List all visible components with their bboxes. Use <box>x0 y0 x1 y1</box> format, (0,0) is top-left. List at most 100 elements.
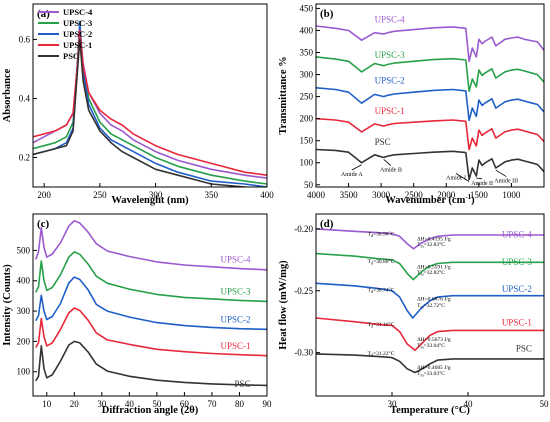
plot-frame <box>315 3 545 188</box>
x-tick-label: 400 <box>260 190 274 200</box>
series-line-upsc-2 <box>316 87 544 122</box>
series-label-upsc-4: UPSC-4 <box>375 15 406 25</box>
series-line-upsc-1 <box>33 29 267 176</box>
x-tick-label: 1000 <box>502 190 521 200</box>
x-tick-label: 80 <box>235 399 245 409</box>
y-tick-label: 0.2 <box>19 152 30 162</box>
x-tick-label: 20 <box>70 399 80 409</box>
y-tick-label: 200 <box>17 336 31 346</box>
x-tick-label: 60 <box>180 399 190 409</box>
y-tick-label: 400 <box>17 276 31 286</box>
legend-label-psc: PSC <box>63 51 79 61</box>
x-tick-label: 3000 <box>372 190 391 200</box>
y-tick-label: 450 <box>300 3 314 13</box>
enthalpy-annotation: ΔH=0.5591 J/g <box>417 264 451 270</box>
x-tick-label: 3500 <box>340 190 359 200</box>
x-axis-label: Temperature (°C) <box>390 405 470 416</box>
plot-frame <box>32 3 268 188</box>
x-tick-label: 30 <box>388 399 398 409</box>
y-tick-label: -0.25 <box>294 286 313 296</box>
panel-d: 30 40 50 -0.20 -0.25 -0.30 Temperature (°C) Hea… <box>278 213 550 416</box>
series-line-upsc-4 <box>35 219 267 271</box>
x-tick-label: 50 <box>152 399 162 409</box>
series-group <box>316 25 544 181</box>
tm-annotation: Tm=32.83°C <box>417 241 445 249</box>
enthalpy-annotation: ΔH=0.4685 J/g <box>417 365 451 371</box>
annotation-label: Amide III <box>494 179 518 185</box>
enthalpy-annotation: ΔH=0.4195 J/g <box>417 237 451 243</box>
y-axis-label: Intensity (Counts) <box>2 264 13 346</box>
series-label-upsc-3: UPSC-3 <box>502 257 533 267</box>
series-line-upsc-1 <box>316 317 544 351</box>
panel-label: (d) <box>320 218 334 230</box>
y-tick-label: 100 <box>300 158 314 168</box>
legend-label-upsc-3: UPSC-3 <box>63 18 92 28</box>
series-label-psc: PSC <box>516 343 532 353</box>
x-tick-label: 1500 <box>470 190 489 200</box>
series-label-upsc-3: UPSC-3 <box>375 50 406 60</box>
annotation-label: Amide II <box>471 181 493 187</box>
x-tick-label: 250 <box>93 190 107 200</box>
panel-label: (a) <box>37 8 50 20</box>
series-line-psc <box>316 148 544 181</box>
y-axis-label: Transmittance % <box>278 56 289 134</box>
series-line-upsc-1 <box>35 307 267 357</box>
annotation-arrow <box>495 169 507 177</box>
x-tick-label: 300 <box>149 190 163 200</box>
series-line-psc <box>35 340 267 387</box>
tm-annotation: Tm=33.04°C <box>417 342 445 350</box>
panel-label: (c) <box>37 218 50 230</box>
series-line-upsc-3 <box>316 56 544 93</box>
annotation-label: Amide B <box>380 168 402 174</box>
x-tick-label: 10 <box>42 399 52 409</box>
x-tick-label: 2000 <box>437 190 456 200</box>
y-tick-label: 100 <box>17 367 31 377</box>
x-tick-label: 200 <box>37 190 51 200</box>
panel-c: 10 20 30 40 50 60 70 80 90 100 200 300 400 500 Diffrac… <box>2 213 273 416</box>
y-tick-label: 50 <box>304 180 314 190</box>
y-axis-label: Heat flow (mW/mg) <box>278 260 289 350</box>
series-label-upsc-2: UPSC-2 <box>220 315 250 325</box>
series-group <box>35 219 267 387</box>
series-line-psc <box>316 353 544 374</box>
y-tick-label: -0.30 <box>294 348 313 358</box>
enthalpy-annotation: ΔH=0.5673 J/g <box>417 337 451 343</box>
x-tick-label: 40 <box>464 399 474 409</box>
x-axis-label: Wavenumber (cm-1) <box>385 193 475 206</box>
panel-label: (b) <box>320 8 334 20</box>
y-tick-label: 300 <box>300 70 314 80</box>
y-tick-label: 500 <box>17 245 31 255</box>
tm-annotation: Tm=32.72°C <box>417 302 445 310</box>
x-tick-label: 70 <box>207 399 217 409</box>
series-line-upsc-3 <box>33 29 267 185</box>
x-axis-label: Diffraction angle (2θ) <box>102 405 199 416</box>
x-tick-label: 350 <box>205 190 219 200</box>
series-line-upsc-2 <box>35 276 267 331</box>
td-annotation: Td=31.16°C <box>368 321 395 329</box>
series-label-psc: PSC <box>234 379 250 389</box>
x-tick-label: 4000 <box>307 190 326 200</box>
panel-a: 200 250 300 350 400 0.2 0.4 0.6 Wavelenght (nm) A… <box>2 3 274 206</box>
series-line-upsc-2 <box>316 282 544 319</box>
series-label-upsc-1: UPSC-1 <box>502 317 532 327</box>
legend-label-upsc-2: UPSC-2 <box>63 29 92 39</box>
y-axis-label: Absorbance <box>2 68 13 122</box>
series-label-upsc-2: UPSC-2 <box>502 284 532 294</box>
series-line-upsc-3 <box>35 251 267 303</box>
td-annotation: Td=30.80°C <box>368 258 395 266</box>
series-group <box>316 228 544 374</box>
series-label-upsc-4: UPSC-4 <box>220 255 251 265</box>
y-tick-label: 0.4 <box>19 93 31 103</box>
annotation-label: Amide A <box>341 172 363 178</box>
annotation-arrow <box>383 159 392 166</box>
series-label-psc: PSC <box>375 137 391 147</box>
td-annotation: Td=30.74°C <box>368 286 395 294</box>
annotation-arrow <box>455 173 470 182</box>
x-tick-label: 50 <box>540 399 550 409</box>
series-line-upsc-2 <box>33 20 267 187</box>
annotation-arrow <box>476 177 483 180</box>
x-tick-label: 30 <box>97 399 107 409</box>
tm-annotation: Tm=33.03°C <box>417 370 445 378</box>
series-line-psc <box>33 38 251 187</box>
x-tick-label: 90 <box>263 399 273 409</box>
